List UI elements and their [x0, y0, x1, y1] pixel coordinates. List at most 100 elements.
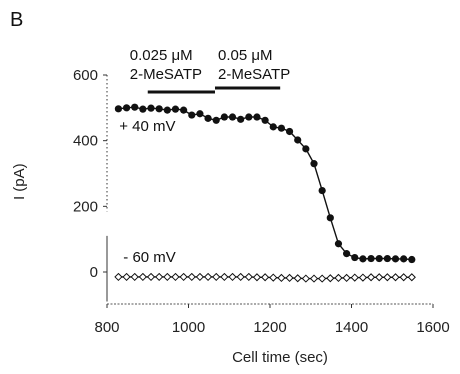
series-1-point [261, 116, 269, 124]
application-label-2-drug: 2-MeSATP [218, 66, 290, 83]
drug-applications: 0.025 μM 2-MeSATP 0.05 μM 2-MeSATP [130, 47, 290, 94]
series-1-point [359, 255, 367, 263]
x-tick-label-800: 800 [94, 319, 119, 336]
x-tick-label-1600: 1600 [416, 319, 449, 336]
series-1-point [196, 110, 204, 118]
x-tick-label-1000: 1000 [172, 319, 205, 336]
application-label-2-concentration: 0.05 μM [218, 47, 272, 64]
trace-label-1: + 40 mV [119, 118, 175, 135]
series-2-point [220, 272, 229, 282]
series-1-point [351, 253, 359, 262]
series-1-point [180, 106, 188, 114]
series-2-point [277, 273, 286, 283]
series-1 [114, 103, 416, 264]
series-2-point [228, 272, 237, 282]
series-1-point [277, 124, 286, 132]
series-1-point [245, 113, 253, 121]
series-2-point [285, 273, 294, 283]
series-2-point [318, 274, 327, 283]
series-1-point [212, 116, 220, 124]
series-2-point [163, 272, 172, 282]
series-1-point [139, 105, 147, 113]
series-2-point [244, 272, 253, 282]
series-2-point [261, 273, 270, 282]
series-1-point [285, 127, 294, 136]
series-2-point [326, 274, 335, 283]
series-2-point [350, 273, 359, 282]
series-2-point [383, 273, 392, 282]
series-1-point [367, 254, 375, 263]
series-1-point [318, 186, 326, 195]
series-2-point [122, 272, 131, 282]
series-1-point [114, 105, 123, 113]
series-1-point [269, 123, 277, 131]
application-label-1-concentration: 0.025 μM [130, 47, 193, 64]
series-2-point [301, 274, 310, 283]
series-2-point [269, 273, 278, 282]
application-label-1-drug: 2-MeSATP [130, 66, 202, 83]
series-1-point [294, 136, 302, 144]
series-1-point [408, 255, 416, 264]
series-2-point [138, 272, 147, 282]
series-1-point [204, 114, 212, 122]
y-axis-title: I (pA) [11, 163, 28, 200]
series-2-point [252, 273, 262, 282]
series-1-point [343, 250, 351, 258]
series-1-point [147, 104, 155, 112]
data-series [114, 103, 416, 283]
series-1-point [163, 106, 171, 114]
series-1-point [302, 145, 310, 153]
x-axis: 800 1000 1200 1400 1600 [94, 303, 450, 336]
series-2-point [407, 273, 416, 282]
series-1-point [383, 254, 391, 263]
series-2-point [155, 272, 164, 282]
series-2-point [195, 272, 205, 282]
y-tick-label-600: 600 [73, 67, 98, 84]
y-tick-label-200: 200 [73, 198, 98, 215]
series-2-point [236, 272, 245, 282]
y-axis: 0 200 400 600 [73, 67, 108, 302]
x-axis-title: Cell time (sec) [232, 349, 328, 366]
series-2-point [212, 272, 221, 282]
series-2-point [146, 272, 156, 282]
series-2-point [179, 272, 188, 282]
series-2-point [399, 273, 408, 282]
series-2-point [342, 273, 351, 283]
y-tick-label-400: 400 [73, 133, 98, 150]
series-2 [114, 272, 416, 283]
series-1-point [188, 111, 196, 119]
series-1-point [237, 115, 245, 123]
x-tick-label-1400: 1400 [335, 319, 368, 336]
series-1-point [131, 103, 139, 111]
series-2-point [114, 272, 123, 282]
series-1-point [326, 214, 334, 222]
series-2-point [171, 272, 180, 282]
series-2-point [187, 272, 196, 282]
trace-annotations: + 40 mV - 60 mV [119, 118, 176, 266]
series-1-point [155, 105, 163, 113]
series-2-point [309, 274, 319, 283]
series-1-point [253, 113, 261, 121]
series-1-point [391, 255, 400, 263]
series-2-point [366, 273, 376, 282]
series-1-point [228, 113, 237, 121]
series-1-point [400, 255, 408, 263]
series-2-point [334, 273, 343, 283]
series-1-point [334, 240, 343, 248]
series-2-point [358, 273, 368, 282]
series-2-point [375, 273, 384, 282]
series-2-point [130, 272, 139, 282]
series-2-point [293, 274, 302, 283]
series-1-point [375, 254, 383, 263]
series-1-point [122, 104, 131, 112]
series-2-point [391, 273, 400, 282]
series-1-point [310, 160, 318, 168]
y-tick-label-0: 0 [90, 264, 98, 281]
x-tick-label-1200: 1200 [253, 319, 286, 336]
series-1-point [171, 105, 180, 113]
series-2-point [203, 272, 213, 282]
trace-label-2: - 60 mV [123, 249, 176, 266]
series-1-point [220, 113, 228, 121]
panel-label: B [10, 9, 23, 31]
